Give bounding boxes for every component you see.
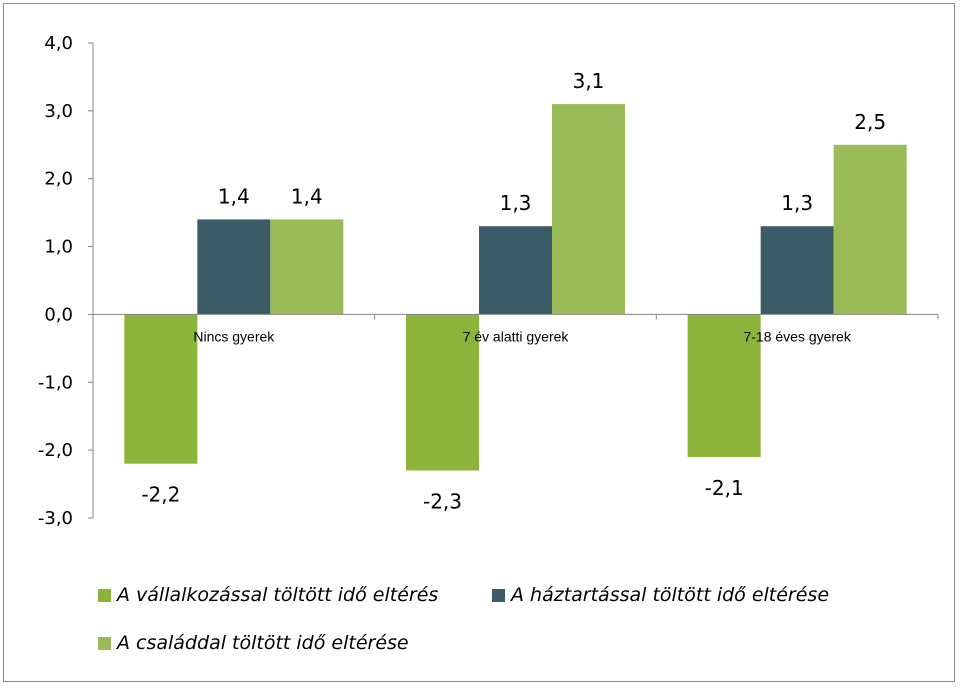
legend-swatch xyxy=(98,636,111,650)
legend-item-csalad: A családdal töltött idő eltérése xyxy=(98,632,409,654)
legend-item-haztartas: A háztartással töltött idő eltérése xyxy=(492,584,829,606)
category-labels: Nincs gyerek 7 év alatti gyerek 7-18 éves … xyxy=(193,328,851,344)
legend-label: A háztartással töltött idő eltérése xyxy=(511,584,830,606)
bar xyxy=(760,226,834,315)
category-label: Nincs gyerek xyxy=(193,328,275,344)
data-label: -2,2 xyxy=(141,483,180,507)
legend-swatch xyxy=(492,588,505,602)
y-tick-label: 3,0 xyxy=(44,101,73,122)
data-label: -2,1 xyxy=(705,476,744,500)
data-label: 1,3 xyxy=(500,191,532,215)
category-label: 7 év alatti gyerek xyxy=(463,328,570,344)
bar xyxy=(270,219,344,315)
legend-swatch xyxy=(98,588,111,602)
bars xyxy=(124,104,907,471)
y-tick-label: 2,0 xyxy=(44,169,73,190)
bar xyxy=(479,226,552,315)
y-tick-label: 1,0 xyxy=(44,237,73,258)
bar xyxy=(833,144,907,315)
bar xyxy=(406,314,479,471)
data-label: 1,4 xyxy=(291,184,323,208)
category-label: 7-18 éves gyerek xyxy=(743,328,851,344)
y-tick-label: -2,0 xyxy=(38,440,73,461)
y-tick-label: 4,0 xyxy=(44,33,73,54)
y-tick-label: -3,0 xyxy=(38,508,73,529)
bar xyxy=(124,314,198,464)
data-label: -2,3 xyxy=(423,490,462,514)
y-tick-label: -1,0 xyxy=(38,372,73,393)
data-label: 3,1 xyxy=(573,69,605,93)
legend-label: A vállalkozással töltött idő eltérés xyxy=(117,584,439,606)
bar xyxy=(687,314,761,457)
data-label: 2,5 xyxy=(854,110,886,134)
zero-axis xyxy=(93,313,939,320)
data-label: 1,4 xyxy=(218,184,250,208)
bar xyxy=(552,104,625,315)
legend-item-vallalkozas: A vállalkozással töltött idő eltérés xyxy=(98,584,438,606)
y-axis: 4,0 3,0 2,0 1,0 0,0 -1,0 -2,0 -3,0 xyxy=(38,33,94,529)
y-tick-label: 0,0 xyxy=(44,304,73,325)
data-labels: -2,2 1,4 1,4 -2,3 1,3 3,1 -2,1 1,3 2,5 xyxy=(141,69,886,513)
data-label: 1,3 xyxy=(781,191,813,215)
bar xyxy=(197,219,271,315)
legend-label: A családdal töltött idő eltérése xyxy=(117,632,409,654)
